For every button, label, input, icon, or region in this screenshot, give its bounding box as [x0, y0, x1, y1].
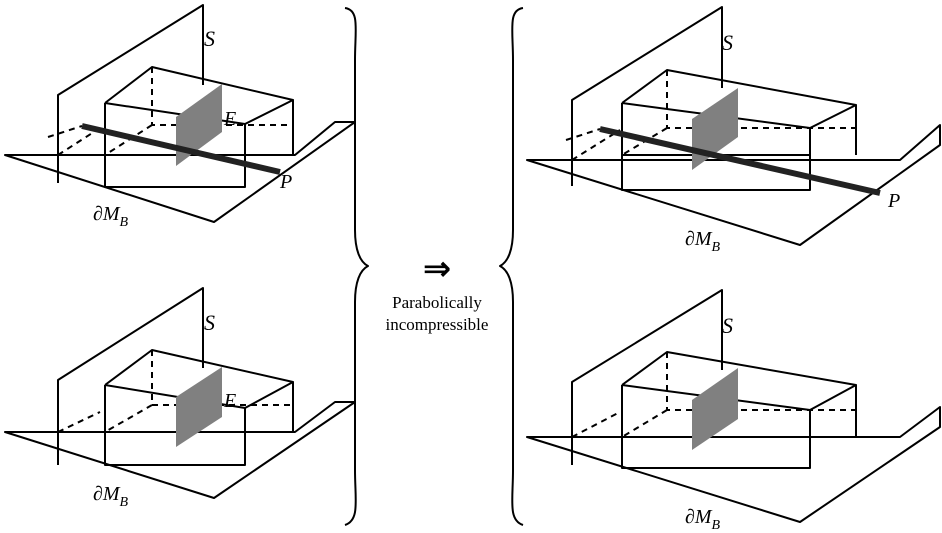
label-P: P — [887, 190, 900, 212]
label-S: S — [204, 26, 215, 51]
surface-S — [57, 4, 204, 183]
surface-S — [571, 289, 723, 465]
box-hidden-edges — [621, 352, 856, 438]
box-hidden-edges — [104, 350, 293, 433]
surface-S — [571, 6, 723, 186]
caption-line-1: Parabolically — [392, 293, 482, 312]
box-front — [621, 436, 811, 469]
panel-top-left: S E P ∂MB — [4, 4, 356, 230]
curve-P-hidden — [565, 128, 601, 141]
box-edges — [621, 385, 857, 468]
box-top — [621, 69, 857, 129]
label-boundary: ∂MB — [685, 506, 721, 533]
box-edges — [104, 100, 294, 187]
boundary-plane — [4, 401, 356, 499]
boundary-plane — [526, 124, 941, 246]
label-E: E — [223, 390, 236, 412]
box-top — [621, 351, 857, 411]
label-S: S — [722, 30, 733, 55]
label-boundary: ∂MB — [93, 203, 129, 230]
label-E: E — [223, 108, 236, 130]
right-bracket — [499, 7, 524, 526]
disk-E — [176, 84, 222, 166]
label-P: P — [279, 171, 292, 193]
panel-bottom-left: S E ∂MB — [4, 287, 356, 510]
disk-E — [692, 368, 738, 450]
label-S: S — [204, 310, 215, 335]
box-front — [104, 431, 246, 466]
box-hidden-edges — [104, 67, 293, 156]
boundary-plane — [526, 406, 941, 523]
surface-S-hidden-edge — [57, 411, 101, 433]
disk-E — [692, 88, 738, 170]
panel-top-right: S P ∂MB — [526, 6, 941, 255]
surface-S-hidden-edge — [57, 127, 101, 156]
boundary-plane — [4, 121, 356, 223]
surface-S-hidden-edge — [571, 411, 621, 438]
implies-arrow: ⇒ — [423, 249, 452, 289]
curve-P-hidden — [47, 125, 83, 138]
surface-S-hidden-edge — [571, 129, 621, 161]
label-boundary: ∂MB — [685, 228, 721, 255]
curve-P — [599, 126, 881, 196]
curve-P — [81, 123, 281, 175]
label-boundary: ∂MB — [93, 483, 129, 510]
disk-E — [176, 367, 222, 447]
box-edges — [104, 382, 294, 465]
panel-bottom-right: S ∂MB — [526, 289, 941, 533]
surface-S — [57, 287, 204, 465]
label-S: S — [722, 313, 733, 338]
left-bracket — [344, 7, 369, 526]
caption-line-2: incompressible — [386, 315, 489, 334]
